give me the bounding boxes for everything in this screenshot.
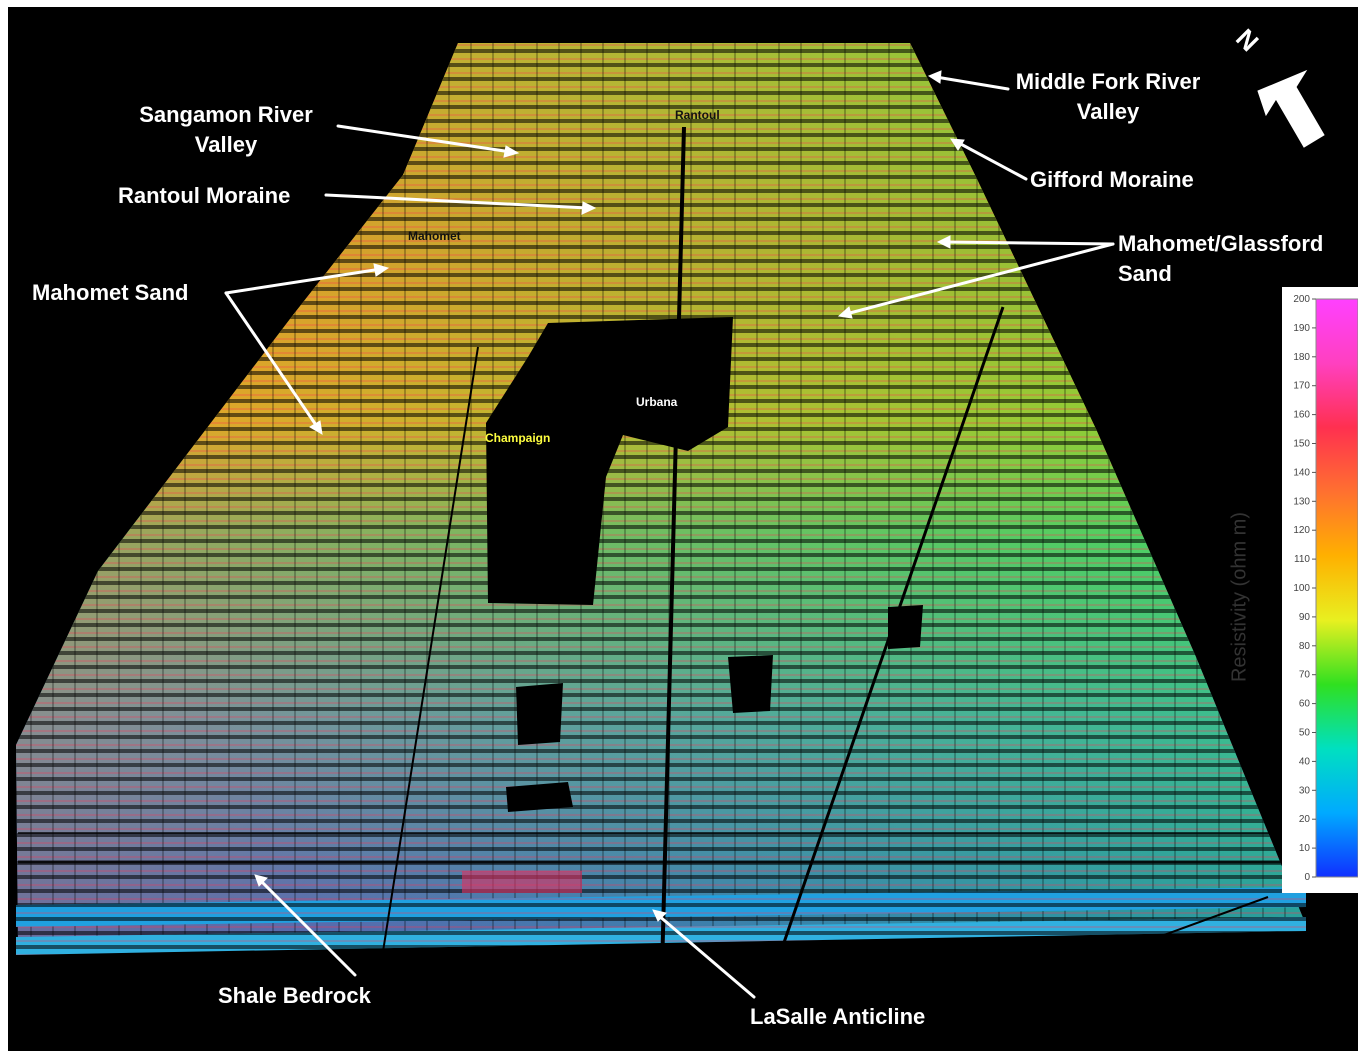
colorbar-tick-label: 90 [1299,612,1311,623]
colorbar: 0 10 20 30 40 50 60 70 80 90 100 110 120 130 140 150 160… [1282,287,1358,893]
label-mahomet-sand: Mahomet Sand [32,280,189,305]
colorbar-tick-label: 140 [1293,467,1310,478]
colorbar-tick-label: 10 [1299,843,1311,854]
colorbar-tick-label: 0 [1304,872,1310,883]
colorbar-title: Resistivity (ohm m) [1228,511,1251,683]
resistivity-scene: Sangamon River Valley Rantoul Moraine Mah… [8,7,1358,1051]
colorbar-tick-label: 60 [1299,699,1311,710]
colorbar-tick-label: 20 [1299,814,1311,825]
colorbar-scale: 0 10 20 30 40 50 60 70 80 90 100 110 120 130 140 150 160… [1293,294,1358,883]
colorbar-tick-label: 100 [1293,583,1310,594]
colorbar-tick-label: 170 [1293,381,1310,392]
label-sangamon-river-valley: Sangamon River Valley [139,102,313,157]
label-shale-bedrock: Shale Bedrock [218,983,371,1008]
place-champaign: Champaign [485,431,551,445]
place-rantoul: Rantoul [675,108,720,122]
colorbar-tick-label: 50 [1299,728,1311,739]
colorbar-tick-label: 190 [1293,323,1310,334]
colorbar-tick-label: 110 [1294,554,1310,565]
colorbar-tick-label: 160 [1293,410,1310,421]
north-arrow-icon [1257,69,1325,148]
city-void-urbana-champaign [486,317,733,605]
colorbar-tick-label: 80 [1299,641,1311,652]
resistivity-survey-graphic [16,43,1325,1048]
colorbar-tick-label: 200 [1293,294,1310,305]
place-urbana: Urbana [636,395,678,409]
label-rantoul-moraine: Rantoul Moraine [118,183,291,208]
label-lasalle-anticline: LaSalle Anticline [750,1004,926,1029]
colorbar-tick-label: 70 [1299,670,1311,681]
label-middle-fork-river-valley: Middle Fork River Valley [1015,69,1201,124]
colorbar-tick-label: 150 [1293,439,1310,450]
colorbar-gradient [1315,298,1358,878]
colorbar-tick-label: 180 [1293,352,1310,363]
place-mahomet: Mahomet [408,229,461,243]
colorbar-tick-label: 40 [1299,756,1311,767]
label-gifford-moraine: Gifford Moraine [1030,167,1194,192]
colorbar-tick-label: 130 [1293,496,1310,507]
colorbar-tick-label: 30 [1299,785,1311,796]
label-mahomet-glassford-sand: Mahomet/Glassford Sand [1118,231,1324,286]
colorbar-tick-label: 120 [1293,525,1310,536]
